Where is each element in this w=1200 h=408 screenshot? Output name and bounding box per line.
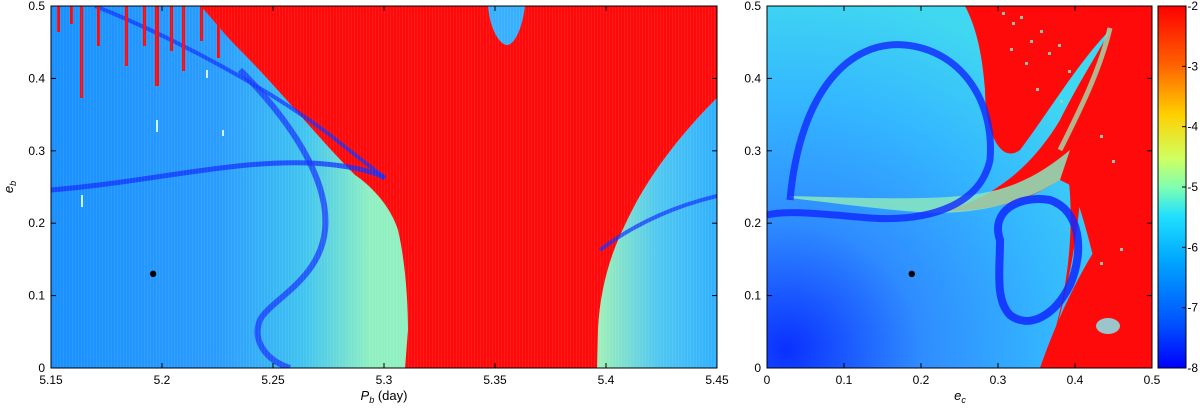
right-xtick-label: 0.5: [1144, 373, 1161, 387]
colorbar-tick-label: -7: [1187, 301, 1198, 315]
right-ticks: 0 0.1 0.2 0.3 0.4 0.5 0 0.1 0.2 0.3 0.4 0.5: [744, 0, 1160, 387]
left-ticks: 5.15 5.2 5.25 5.3 5.35 5.4 5.45 0 0.1 0.2 0.3 0.4 0.…: [28, 0, 729, 387]
colorbar-tick-label: -3: [1187, 59, 1198, 73]
left-nominal-marker: [149, 270, 157, 278]
right-heatmap-panel: [767, 6, 1152, 368]
right-chaotic-band: [790, 150, 1070, 213]
left-ytick-label: 0: [38, 361, 45, 375]
right-unstable-wedge: [1040, 140, 1082, 368]
right-xtick-label: 0.4: [1067, 373, 1084, 387]
right-ytick-label: 0.2: [744, 216, 761, 230]
left-ytick-label: 0.3: [28, 144, 45, 158]
left-xtick-label: 5.25: [261, 373, 285, 387]
colorbar-tick-label: -4: [1187, 120, 1198, 134]
left-xaxis-label: Pb (day): [361, 388, 408, 405]
left-yaxis-label: eb: [1, 181, 18, 193]
right-ytick-label: 0.5: [744, 0, 761, 13]
colorbar: [1157, 5, 1187, 369]
left-ytick-label: 0.5: [28, 0, 45, 13]
colorbar-ticks: -2 -3 -4 -5 -6 -7 -8: [1182, 0, 1198, 375]
colorbar-tick-label: -6: [1187, 240, 1198, 254]
left-xtick-label: 5.4: [598, 373, 615, 387]
right-ytick-label: 0.4: [744, 71, 761, 85]
left-xtick-label: 5.15: [39, 373, 63, 387]
right-ytick-label: 0.3: [744, 144, 761, 158]
right-ytick-label: 0: [754, 361, 761, 375]
right-xaxis-label: ec: [954, 388, 966, 405]
colorbar-tick-label: -2: [1187, 0, 1198, 13]
left-xtick-label: 5.45: [705, 373, 729, 387]
left-ytick-label: 0.2: [28, 216, 45, 230]
colorbar-tick-label: -8: [1187, 361, 1198, 375]
left-heatmap-panel: [51, 6, 717, 368]
right-nominal-marker: [908, 270, 915, 278]
right-xtick-label: 0.2: [913, 373, 930, 387]
right-ytick-label: 0.1: [744, 289, 761, 303]
colorbar-tick-label: -5: [1187, 180, 1198, 194]
right-xtick-label: 0.3: [990, 373, 1007, 387]
right-xtick-label: 0.1: [836, 373, 853, 387]
left-xtick-label: 5.35: [483, 373, 507, 387]
left-ytick-label: 0.1: [28, 289, 45, 303]
left-xtick-label: 5.2: [154, 373, 171, 387]
left-xtick-label: 5.3: [376, 373, 393, 387]
right-xtick-label: 0: [764, 373, 771, 387]
left-ytick-label: 0.4: [28, 71, 45, 85]
right-plot-frame: [766, 5, 1153, 369]
